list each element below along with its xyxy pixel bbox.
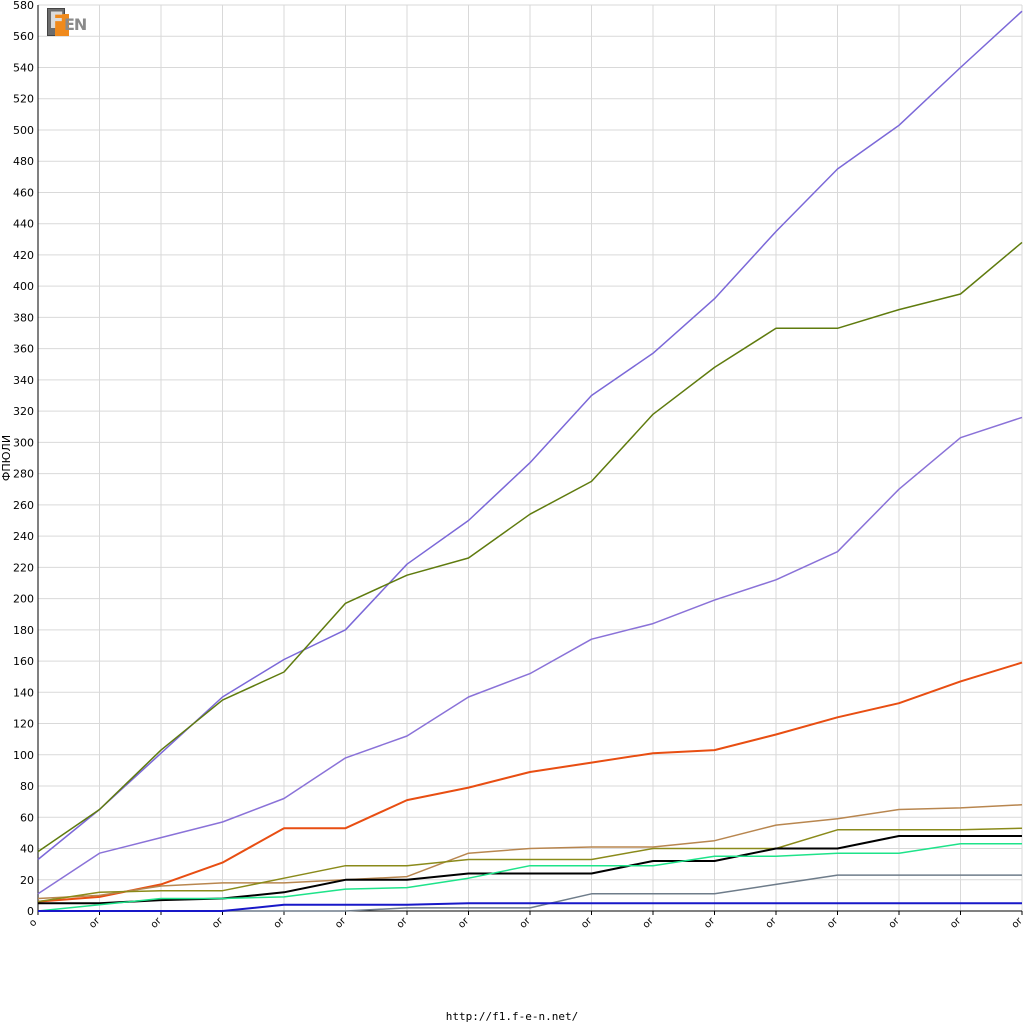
y-tick-label: 120	[13, 718, 34, 731]
x-tick-label: or	[395, 915, 411, 931]
y-tick-label: 100	[13, 749, 34, 762]
y-tick-label: 240	[13, 530, 34, 543]
grid	[37, 4, 1023, 912]
y-tick-label: 260	[13, 499, 34, 512]
y-tick-label: 500	[13, 124, 34, 137]
y-tick-label: 200	[13, 593, 34, 606]
x-tick-label: o	[27, 917, 39, 929]
y-tick-label: 300	[13, 436, 34, 449]
y-tick-label: 480	[13, 155, 34, 168]
series-line-6	[37, 827, 1023, 903]
y-tick-label: 400	[13, 280, 34, 293]
logo-wordmark: EN	[64, 15, 87, 34]
y-tick-label: 80	[20, 780, 34, 793]
y-tick-label: 60	[20, 811, 34, 824]
x-tick-label: or	[272, 915, 288, 931]
y-tick-label: 440	[13, 218, 34, 231]
fen-logo: F EN	[47, 8, 99, 36]
y-tick-label: 540	[13, 61, 34, 74]
x-tick-label: or	[210, 915, 226, 931]
x-tick-label: or	[825, 915, 841, 931]
y-tick-label: 580	[13, 0, 34, 12]
y-tick-label: 180	[13, 624, 34, 637]
x-tick-label: or	[579, 915, 595, 931]
y-tick-label: 0	[27, 905, 34, 918]
x-tick-label: or	[764, 915, 780, 931]
y-tick-label: 220	[13, 561, 34, 574]
series-line-5	[37, 804, 1023, 900]
logo-accent	[55, 14, 69, 36]
x-tick-label: or	[948, 915, 964, 931]
series-line-8	[37, 843, 1022, 912]
x-tick-label: or	[1010, 915, 1024, 931]
x-tick-label: or	[87, 915, 103, 931]
y-tick-label: 280	[13, 468, 34, 481]
y-tick-label: 360	[13, 343, 34, 356]
tick-labels: 0 20 40 60 80 100 120 140 160 180 200 220 240 260 280 3…	[0, 0, 1024, 931]
x-tick-label: or	[887, 915, 903, 931]
series-line-4	[37, 661, 1023, 903]
series-line-1	[37, 10, 1023, 861]
series-line-10	[38, 902, 1022, 912]
y-tick-label: 20	[20, 874, 34, 887]
y-tick-label: 520	[13, 93, 34, 106]
x-tick-label: or	[333, 915, 349, 931]
logo-letter: F	[49, 9, 65, 34]
footer-url: http://f1.f-e-n.net/	[445, 1010, 579, 1023]
y-tick-label: 40	[20, 843, 34, 856]
y-tick-label: 420	[13, 249, 34, 262]
y-tick-label: 560	[13, 30, 34, 43]
x-tick-label: or	[518, 915, 534, 931]
series-line-3	[37, 416, 1023, 895]
y-tick-label: 380	[13, 311, 34, 324]
x-tick-label: or	[456, 915, 472, 931]
y-tick-label: 460	[13, 186, 34, 199]
y-axis-label: ФПЮЛИ	[0, 435, 13, 481]
x-tick-label: or	[641, 915, 657, 931]
x-tick-label: or	[702, 915, 718, 931]
series-line-2	[37, 241, 1023, 853]
y-tick-label: 320	[13, 405, 34, 418]
y-tick-label: 140	[13, 686, 34, 699]
y-tick-label: 160	[13, 655, 34, 668]
series-lines	[37, 10, 1023, 912]
y-tick-label: 340	[13, 374, 34, 387]
x-tick-label: or	[149, 915, 165, 931]
